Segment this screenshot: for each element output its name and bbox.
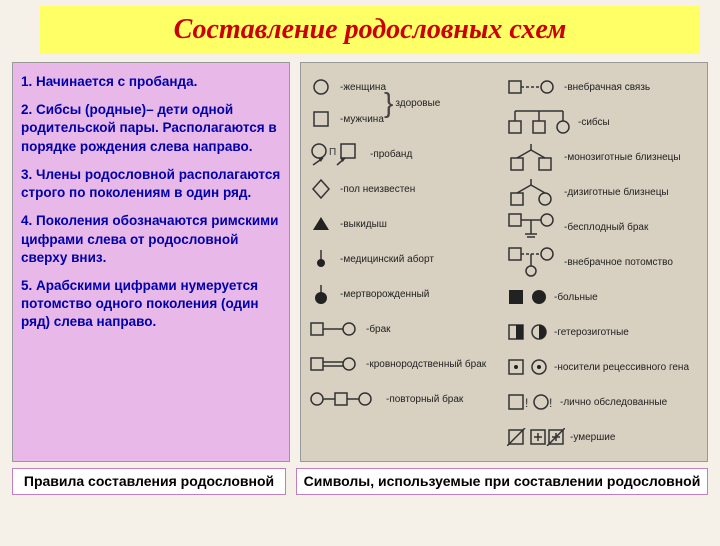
symbol-deceased: -умершие (507, 421, 699, 453)
symbol-extramarital: -внебрачная связь (507, 71, 699, 103)
extramarital-offspring-icon (507, 246, 559, 278)
rules-panel: 1. Начинается с пробанда. 2. Сибсы (родн… (12, 62, 290, 462)
symbol-sibs: -сибсы (507, 106, 699, 138)
symbol-consanguineous: -кровнородственный брак (309, 348, 501, 380)
svg-text:!: ! (525, 396, 528, 410)
symbol-carriers: -носители рецессивного гена (507, 351, 699, 383)
symbol-monozygotic: -монозиготные близнецы (507, 141, 699, 173)
triangle-filled-icon (309, 214, 335, 234)
symbol-stillborn: -мертворожденный (309, 278, 501, 310)
consanguineous-icon (309, 354, 361, 374)
page-title: Составление родословных схем (40, 14, 700, 46)
content-region: 1. Начинается с пробанда. 2. Сибсы (родн… (0, 62, 720, 462)
abortion-icon (309, 248, 335, 270)
captions-row: Правила составления родословной Символы,… (0, 462, 720, 495)
svg-text:П: П (329, 147, 336, 158)
symbol-miscarriage: -выкидыш (309, 208, 501, 240)
deceased-icon (507, 428, 565, 446)
childless-icon (507, 212, 559, 242)
caption-left: Правила составления родословной (12, 468, 286, 495)
symbol-childless: -бесплодный брак (507, 211, 699, 243)
dizygotic-icon (507, 177, 559, 207)
proband-icon: П (309, 141, 365, 167)
diamond-icon (309, 178, 335, 200)
symbols-right-column: -внебрачная связь -сибсы (507, 71, 699, 453)
symbols-left-column: -женщина -мужчина } здоровые П (309, 71, 501, 453)
marriage-icon (309, 319, 361, 339)
symbol-unknown-sex: -пол неизвестен (309, 173, 501, 205)
symbol-heterozygous: -гетерозиготные (507, 316, 699, 348)
rule-1: 1. Начинается с пробанда. (21, 73, 281, 91)
heterozygous-icon (507, 323, 549, 341)
caption-right: Символы, используемые при составлении ро… (296, 468, 708, 495)
symbol-extramarital-offspring: -внебрачное потомство (507, 246, 699, 278)
svg-text:!: ! (549, 396, 552, 410)
male-icon (309, 110, 335, 128)
affected-icon (507, 288, 549, 306)
rule-4: 4. Поколения обозначаются римскими цифра… (21, 212, 281, 267)
remarriage-icon (309, 389, 381, 409)
symbols-panel: -женщина -мужчина } здоровые П (300, 62, 708, 462)
female-icon (309, 78, 335, 96)
monozygotic-icon (507, 142, 559, 172)
symbol-abortion: -медицинский аборт (309, 243, 501, 275)
bracket-icon: } (384, 87, 393, 119)
extramarital-icon (507, 77, 559, 97)
symbol-affected: -больные (507, 281, 699, 313)
rule-5: 5. Арабскими цифрами нумеруется потомств… (21, 277, 281, 332)
rule-3: 3. Члены родословной располагаются строг… (21, 166, 281, 202)
carriers-icon (507, 358, 549, 376)
examined-icon: ! ! (507, 393, 555, 411)
symbol-proband: П -пробанд (309, 138, 501, 170)
symbol-marriage: -брак (309, 313, 501, 345)
stillborn-icon (309, 283, 335, 305)
symbol-female: -женщина (309, 71, 386, 103)
symbol-male: -мужчина (309, 103, 386, 135)
symbol-dizygotic: -дизиготные близнецы (507, 176, 699, 208)
sibs-icon (507, 107, 573, 137)
rule-2: 2. Сибсы (родные)– дети одной родительск… (21, 101, 281, 156)
title-bar: Составление родословных схем (40, 6, 700, 54)
symbol-examined: ! ! -лично обследованные (507, 386, 699, 418)
symbol-remarriage: -повторный брак (309, 383, 501, 415)
